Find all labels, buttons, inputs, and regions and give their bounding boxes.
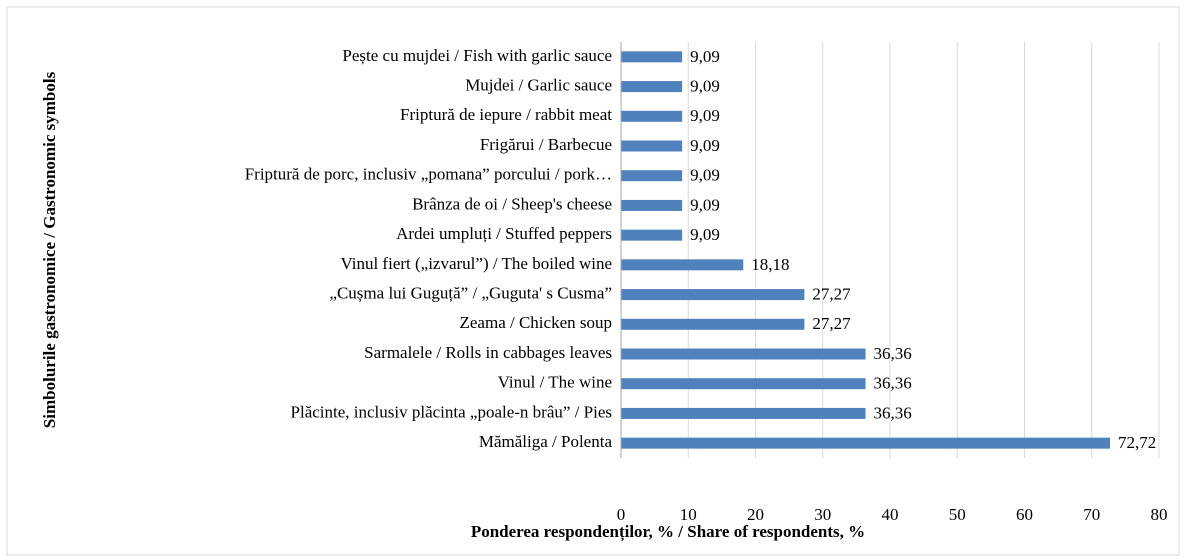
y-tick-label: Sarmalele / Rolls in cabbages leaves (364, 343, 612, 362)
bar (621, 51, 683, 63)
value-label: 9,09 (690, 47, 720, 66)
value-label: 27,27 (812, 284, 851, 303)
x-tick-label: 40 (882, 505, 899, 524)
bar (621, 110, 683, 122)
x-tick-label: 0 (617, 505, 626, 524)
x-tick-label: 80 (1151, 505, 1168, 524)
bar (621, 407, 866, 419)
bar (621, 199, 683, 211)
value-label: 18,18 (751, 255, 789, 274)
bar (621, 378, 866, 390)
value-label: 36,36 (874, 374, 912, 393)
y-tick-label: „Cușma lui Guguță” / „Guguta' s Cusma” (329, 283, 612, 302)
x-tick-label: 10 (680, 505, 697, 524)
bar (621, 289, 805, 301)
chart-border (6, 6, 1180, 556)
bar (621, 170, 683, 182)
value-label: 36,36 (874, 344, 912, 363)
y-tick-label: Ardei umpluți / Stuffed peppers (396, 224, 612, 243)
x-tick-label: 70 (1083, 505, 1100, 524)
y-tick-label: Pește cu mujdei / Fish with garlic sauce (342, 46, 612, 65)
bar (621, 140, 683, 152)
x-tick-label: 50 (949, 505, 966, 524)
x-tick-label: 20 (747, 505, 764, 524)
bar (621, 81, 683, 93)
y-tick-label: Mămăliga / Polenta (479, 432, 613, 451)
value-label: 9,09 (690, 225, 720, 244)
x-tick-label: 60 (1016, 505, 1033, 524)
value-label: 9,09 (690, 195, 720, 214)
y-tick-label: Mujdei / Garlic sauce (465, 75, 612, 94)
value-label: 72,72 (1118, 433, 1156, 452)
value-label: 36,36 (874, 403, 912, 422)
x-axis-label: Ponderea respondenților, % / Share of re… (471, 522, 865, 542)
y-tick-label: Vinul fiert („izvarul”) / The boiled win… (340, 254, 612, 273)
y-tick-label: Friptură de porc, inclusiv „pomana” porc… (245, 165, 612, 184)
value-label: 9,09 (690, 166, 720, 185)
y-tick-label: Friptură de iepure / rabbit meat (400, 105, 612, 124)
bar (621, 437, 1111, 449)
value-label: 9,09 (690, 106, 720, 125)
value-label: 27,27 (812, 314, 851, 333)
y-tick-label: Vinul / The wine (498, 373, 612, 392)
y-tick-label: Zeama / Chicken soup (460, 313, 613, 332)
bar (621, 348, 866, 360)
bar (621, 229, 683, 241)
value-label: 9,09 (690, 136, 720, 155)
value-label: 9,09 (690, 76, 720, 95)
y-tick-label: Frigărui / Barbecue (480, 135, 612, 154)
bar (621, 259, 744, 271)
y-axis-label: Simbolurile gastronomice / Gastronomic s… (40, 71, 59, 429)
y-tick-label: Plăcinte, inclusiv plăcinta „poale-n brâ… (291, 402, 612, 421)
x-tick-label: 30 (814, 505, 831, 524)
bar (621, 318, 805, 330)
y-tick-label: Brânza de oi / Sheep's cheese (412, 194, 612, 213)
